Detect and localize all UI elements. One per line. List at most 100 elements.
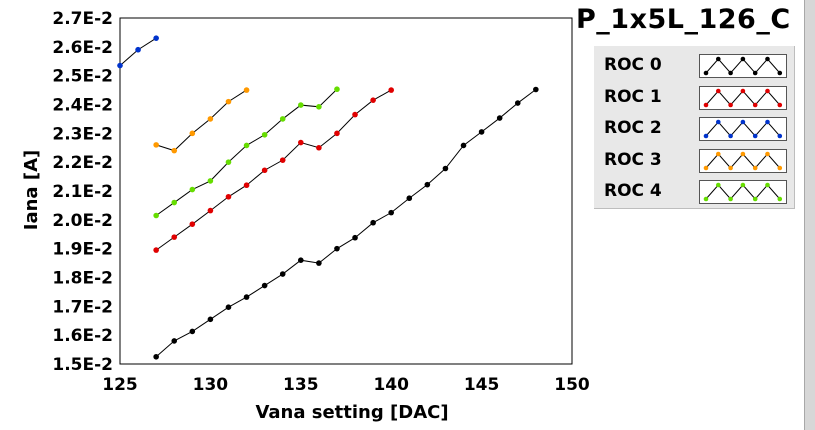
data-point-roc-0 [316,260,322,266]
data-point-roc-4 [189,186,196,193]
data-point-roc-3 [225,98,232,105]
data-point-roc-0 [514,100,521,106]
data-point-roc-3 [207,116,214,122]
series-group [117,35,539,360]
data-point-roc-1 [207,207,214,214]
legend-marker [752,133,758,139]
y-tick-label: 2.0E-2 [52,211,113,231]
data-point-roc-4 [207,178,214,184]
y-tick-label: 1.7E-2 [52,297,113,317]
x-tick-label: 150 [554,375,590,395]
scrollbar[interactable] [804,0,815,430]
data-point-roc-4 [316,104,322,110]
legend-swatch-graphic [703,88,783,107]
data-point-roc-0 [189,328,196,335]
data-point-roc-1 [388,87,395,93]
data-point-roc-0 [388,209,395,216]
data-point-roc-1 [243,182,250,189]
data-point-roc-3 [243,87,250,93]
x-tick-label: 130 [193,375,229,395]
legend-marker [765,88,770,93]
data-point-roc-0 [279,271,286,277]
data-point-roc-1 [189,221,196,227]
x-tick-label: 145 [464,375,500,395]
data-point-roc-3 [153,142,159,148]
data-point-roc-1 [261,167,268,174]
legend-marker [740,119,746,125]
series-line-roc-0 [155,89,537,358]
data-point-roc-1 [298,139,304,146]
y-tick-label: 1.6E-2 [52,326,113,346]
data-point-roc-1 [352,111,358,118]
legend-marker [716,88,721,93]
legend-swatch [699,180,787,204]
x-tick-label: 125 [102,375,138,395]
data-point-roc-4 [225,159,232,165]
legend-marker [752,70,758,76]
y-tick-label: 2.3E-2 [52,124,113,144]
data-point-roc-0 [352,234,358,241]
plot-frame [119,17,573,365]
legend-marker [728,102,733,107]
legend-item: ROC 3 [594,148,794,173]
data-point-roc-3 [189,130,196,137]
data-point-roc-0 [406,195,413,202]
legend-marker [740,182,746,188]
plot-area [119,17,573,365]
data-point-roc-2 [153,35,159,41]
data-point-roc-1 [153,247,159,253]
x-axis-label: Vana setting [DAC] [255,402,448,423]
legend-marker [777,196,783,202]
y-tick-label: 2.5E-2 [52,67,113,87]
data-point-roc-4 [243,142,250,149]
legend-marker [728,165,733,170]
legend-marker [752,165,758,170]
tick-labels: 125 130 135 140 145 150 1.5E-2 1.6E-2 1.7E-2 1.8E… [52,9,590,395]
legend-marker [728,196,733,202]
chart-title: P_1x5L_126_C [576,4,791,35]
data-point-roc-0 [496,115,503,121]
series-line-roc-1 [155,89,392,251]
legend-swatch-graphic [703,119,783,139]
legend-marker [728,70,733,76]
data-point-roc-4 [279,116,286,122]
legend-marker [716,119,721,125]
legend-marker [777,70,783,76]
legend-marker [703,165,709,170]
legend-label: ROC 1 [604,86,662,107]
y-tick-label: 1.9E-2 [52,240,113,260]
data-point-roc-0 [370,219,376,226]
legend-marker [740,151,746,156]
data-point-roc-0 [424,181,431,188]
x-tick-label: 140 [373,375,409,395]
legend-marker [765,119,770,125]
legend-marker [703,70,709,76]
legend-label: ROC 0 [604,55,662,75]
legend-item: ROC 4 [594,179,794,204]
y-tick-label: 1.8E-2 [52,269,113,289]
data-point-roc-4 [298,102,304,108]
y-tick-label: 2.6E-2 [52,38,113,58]
legend-swatch [699,148,787,173]
legend-swatch [699,85,787,110]
data-point-roc-1 [334,130,340,137]
data-point-roc-0 [153,353,159,360]
data-point-roc-1 [225,193,232,200]
legend-label: ROC 4 [604,181,662,201]
data-point-roc-0 [442,165,449,172]
data-point-roc-0 [533,86,539,93]
legend-item: ROC 1 [594,85,794,110]
data-point-roc-2 [117,62,123,69]
data-point-roc-0 [243,294,250,300]
legend-swatch [699,54,787,78]
legend-marker [703,196,709,202]
y-tick-label: 2.4E-2 [52,96,113,116]
data-point-roc-4 [334,86,340,93]
y-axis-label: Iana [A] [21,150,42,230]
legend-swatch-graphic [703,151,783,170]
legend-marker [716,182,721,188]
legend-marker [765,151,770,156]
y-tick-label: 2.2E-2 [52,153,113,173]
legend-marker [765,182,770,188]
data-point-roc-0 [171,338,178,344]
